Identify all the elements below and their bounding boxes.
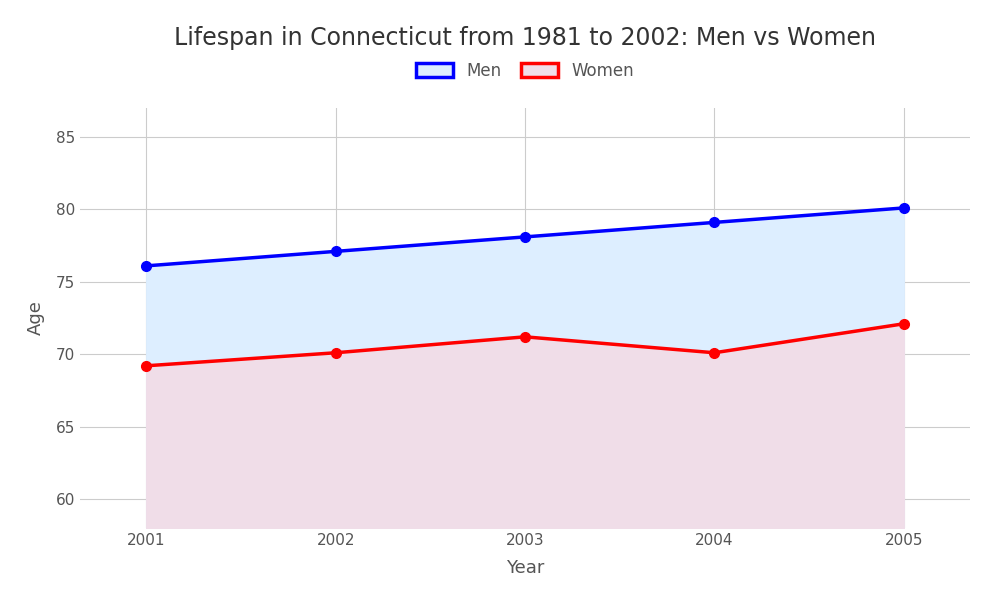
- Legend: Men, Women: Men, Women: [416, 62, 634, 80]
- Title: Lifespan in Connecticut from 1981 to 2002: Men vs Women: Lifespan in Connecticut from 1981 to 200…: [174, 26, 876, 50]
- Y-axis label: Age: Age: [27, 301, 45, 335]
- X-axis label: Year: Year: [506, 559, 544, 577]
